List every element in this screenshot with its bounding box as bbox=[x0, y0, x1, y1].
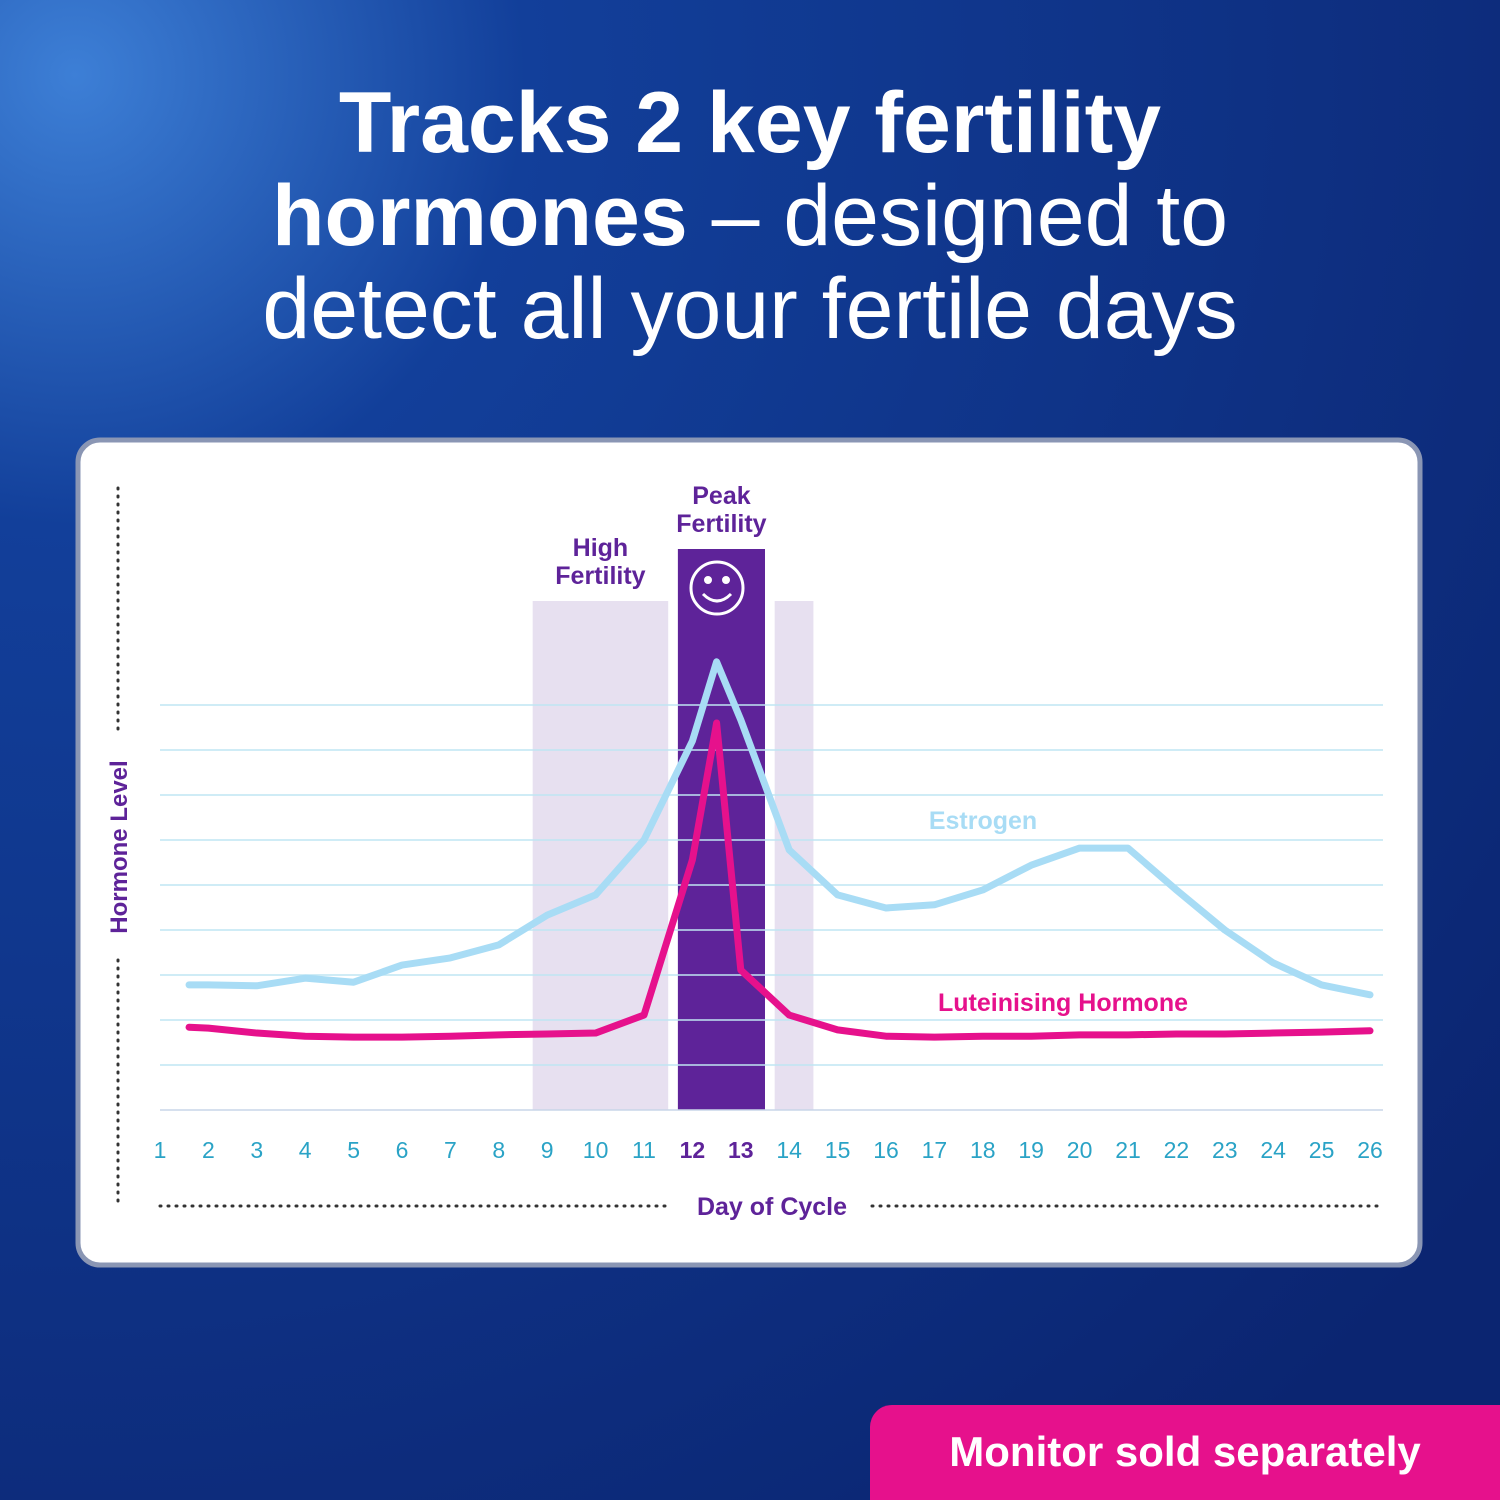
smiley-eye bbox=[704, 576, 712, 584]
x-tick-label: 3 bbox=[250, 1137, 263, 1163]
x-tick-label: 4 bbox=[299, 1137, 312, 1163]
x-tick-label: 10 bbox=[583, 1137, 609, 1163]
x-tick-label: 19 bbox=[1018, 1137, 1044, 1163]
x-tick-label: 1 bbox=[154, 1137, 167, 1163]
fertility-band bbox=[532, 601, 669, 1110]
x-tick-label: 20 bbox=[1067, 1137, 1093, 1163]
x-tick-label: 6 bbox=[396, 1137, 409, 1163]
title-bold: hormones bbox=[272, 168, 688, 264]
x-tick-label: 16 bbox=[873, 1137, 899, 1163]
smiley bbox=[689, 560, 745, 616]
x-axis-label: Day of Cycle bbox=[697, 1193, 847, 1221]
badge-text: Monitor sold separately bbox=[949, 1428, 1421, 1475]
smiley-mouth bbox=[701, 592, 733, 603]
x-tick-label: 5 bbox=[347, 1137, 360, 1163]
x-tick-label: 21 bbox=[1115, 1137, 1141, 1163]
x-tick-label: 15 bbox=[825, 1137, 851, 1163]
smiley-face bbox=[689, 560, 745, 616]
x-tick-label: 24 bbox=[1260, 1137, 1286, 1163]
x-tick-label: 23 bbox=[1212, 1137, 1238, 1163]
x-tick-label: 22 bbox=[1164, 1137, 1190, 1163]
title-line: Tracks 2 key fertility bbox=[339, 75, 1161, 171]
x-tick-label: 12 bbox=[680, 1137, 706, 1163]
x-tick-label: 26 bbox=[1357, 1137, 1383, 1163]
title-line: detect all your fertile days bbox=[262, 261, 1237, 357]
series-line bbox=[185, 719, 1374, 1041]
x-tick-label: 17 bbox=[922, 1137, 948, 1163]
x-tick-label: 25 bbox=[1309, 1137, 1335, 1163]
smiley-eye bbox=[722, 576, 730, 584]
x-tick-label: 13 bbox=[728, 1137, 754, 1163]
x-tick-label: 14 bbox=[776, 1137, 802, 1163]
fertility-band bbox=[677, 549, 765, 1110]
x-tick-label: 11 bbox=[632, 1137, 656, 1163]
series-line bbox=[185, 658, 1374, 999]
x-tick-label: 9 bbox=[541, 1137, 554, 1163]
band-label: High Fertility bbox=[555, 534, 645, 590]
series-label: Estrogen bbox=[929, 807, 1037, 835]
badge bbox=[870, 1405, 1500, 1500]
series-label: Luteinising Hormone bbox=[938, 989, 1188, 1017]
x-tick-label: 2 bbox=[202, 1137, 215, 1163]
y-axis-label: Hormone Level bbox=[106, 760, 133, 933]
band-label: Peak Fertility bbox=[676, 482, 766, 538]
x-tick-label: 8 bbox=[492, 1137, 505, 1163]
x-tick-label: 18 bbox=[970, 1137, 996, 1163]
title-regular: – designed to bbox=[712, 168, 1228, 264]
title-line: hormones – designed to bbox=[272, 168, 1228, 264]
x-tick-label: 7 bbox=[444, 1137, 457, 1163]
